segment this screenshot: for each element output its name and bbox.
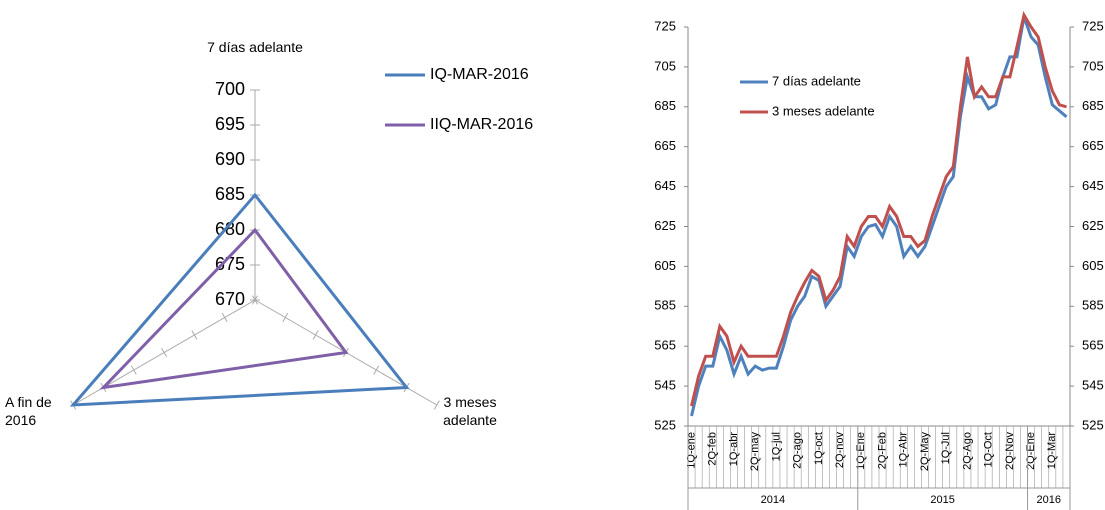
x-tick-label: 1Q-oct (813, 432, 825, 465)
y-tick-label: 705 (654, 58, 676, 73)
y-tick-label: 545 (654, 378, 676, 393)
y2-tick-label: 525 (1082, 417, 1104, 432)
y2-tick-label: 625 (1082, 218, 1104, 233)
x-tick-label: 1Q-Oct (983, 432, 995, 467)
x-tick-label: 2Q-may (749, 432, 761, 472)
r-tick-label: 670 (215, 289, 245, 309)
axis-label: 3 meses adelante (443, 394, 497, 428)
x-tick-label: 1Q-jul (770, 432, 782, 461)
r-tick-label: 695 (215, 114, 245, 134)
y2-tick-label: 665 (1082, 138, 1104, 153)
x-tick-label: 1Q-ene (685, 432, 697, 469)
axis-label: A fin de 2016 (5, 394, 52, 428)
tick-mark (221, 312, 228, 323)
group-label: 2016 (1037, 494, 1061, 506)
tick-mark (252, 295, 258, 305)
r-tick-label: 690 (215, 149, 245, 169)
y-tick-label: 565 (654, 338, 676, 353)
r-tick-label: 700 (215, 79, 245, 99)
legend-label: IIQ-MAR-2016 (430, 116, 533, 133)
tick-mark (433, 400, 440, 410)
x-tick-label: 2Q-nov (834, 432, 846, 469)
y2-tick-label: 645 (1082, 178, 1104, 193)
tick-mark (161, 347, 168, 358)
x-tick-label: 2Q-Ago (961, 432, 973, 470)
r-tick-label: 685 (215, 184, 245, 204)
x-tick-label: 2Q-May (919, 432, 931, 472)
y2-tick-label: 705 (1082, 58, 1104, 73)
y-tick-label: 585 (654, 298, 676, 313)
x-tick-label: 2Q-feb (707, 432, 719, 466)
y2-tick-label: 685 (1082, 98, 1104, 113)
x-tick-label: 2Q-Feb (876, 432, 888, 469)
y-tick-label: 525 (654, 417, 676, 432)
x-tick-label: 2Q-Ene (1025, 432, 1037, 470)
y2-tick-label: 565 (1082, 338, 1104, 353)
x-tick-label: 1Q-abr (728, 432, 740, 467)
y-tick-label: 645 (654, 178, 676, 193)
tick-mark (191, 330, 198, 340)
legend-label: 7 días adelante (772, 73, 861, 88)
y-tick-label: 685 (654, 98, 676, 113)
radar-series (99, 227, 349, 390)
axis-label: 7 días adelante (207, 39, 303, 55)
legend-label: IQ-MAR-2016 (430, 66, 529, 83)
tick-mark (312, 330, 319, 340)
group-label: 2014 (761, 494, 785, 506)
x-tick-label: 2Q-ago (792, 432, 804, 469)
y2-tick-label: 545 (1082, 378, 1104, 393)
y2-tick-label: 725 (1082, 18, 1104, 33)
legend-label: 3 meses adelante (772, 103, 875, 118)
tick-mark (373, 365, 380, 375)
line-series (690, 11, 1068, 417)
y-tick-label: 605 (654, 258, 676, 273)
y2-tick-label: 585 (1082, 298, 1104, 313)
y-tick-label: 725 (654, 18, 676, 33)
y2-tick-label: 605 (1082, 258, 1104, 273)
y-tick-label: 665 (654, 138, 676, 153)
x-tick-label: 1Q-Jul (940, 432, 952, 464)
x-tick-label: 2Q-Nov (1004, 432, 1016, 470)
line-series (690, 10, 1067, 407)
tick-mark (282, 312, 289, 323)
group-label: 2015 (930, 494, 954, 506)
x-tick-label: 1Q-Mar (1046, 432, 1058, 470)
y-tick-label: 625 (654, 218, 676, 233)
tick-mark (130, 365, 137, 375)
r-tick-label: 675 (215, 254, 245, 274)
x-tick-label: 1Q-Abr (898, 432, 910, 468)
radar-series (69, 192, 410, 407)
x-tick-label: 1Q-Ene (855, 432, 867, 470)
